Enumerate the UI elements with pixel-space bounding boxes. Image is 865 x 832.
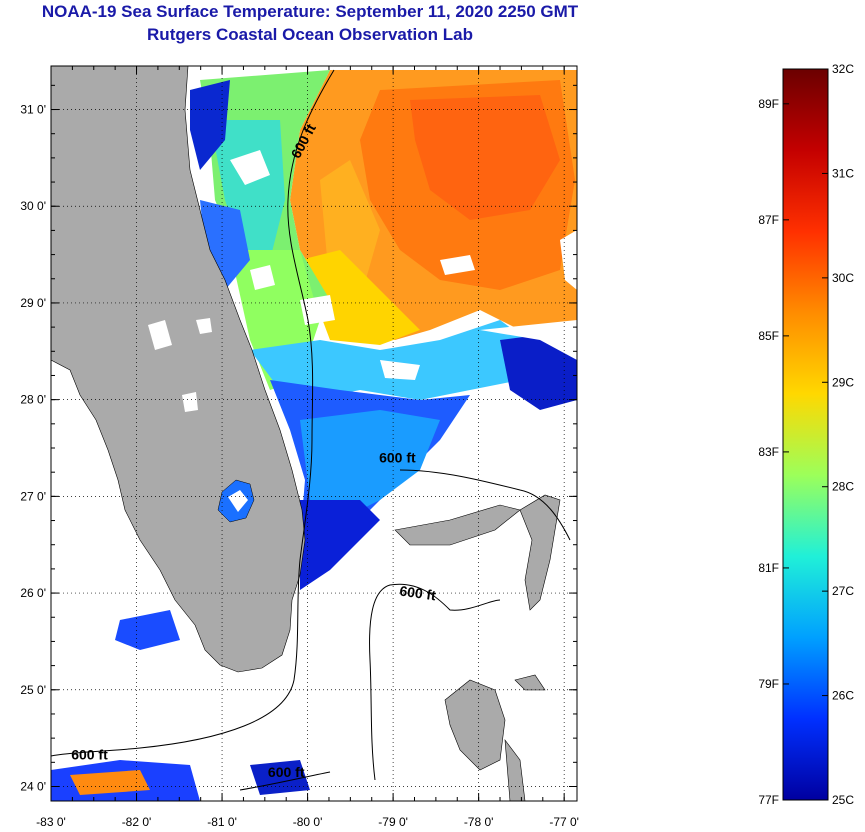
map-subtitle: Rutgers Coastal Ocean Observation Lab [147,25,473,44]
lat-tick-label: 28 0' [20,393,46,407]
contour-label: 600 ft [399,582,438,603]
map-title: NOAA-19 Sea Surface Temperature: Septemb… [41,2,579,21]
lon-tick-label: -79 0' [378,815,408,829]
colorbar-labels: 32C 31C 30C 29C 28C 27C 26C 25C 89F 87F 85F 83F 81F 7… [758,62,854,807]
fahrenheit-label: 77F [758,793,779,807]
lon-tick-label: -80 0' [293,815,323,829]
lat-tick-label: 27 0' [20,489,46,503]
land [51,66,561,801]
bahamas-eleuthera [504,738,526,801]
lon-tick-label: -81 0' [207,815,237,829]
celsius-label: 26C [832,689,854,703]
celsius-label: 31C [832,166,854,180]
colorbar [782,68,829,801]
lat-lon-grid [51,66,577,801]
lat-tick-label: 29 0' [20,296,46,310]
bahamas-berry [514,674,546,691]
lon-tick-label: -82 0' [122,815,152,829]
lon-tick-label: -83 0' [36,815,66,829]
celsius-label: 27C [832,584,854,598]
fahrenheit-label: 89F [758,97,779,111]
bahamas-andros [444,679,506,771]
celsius-label: 32C [832,62,854,76]
contour-label: 600 ft [379,450,416,466]
celsius-label: 29C [832,375,854,389]
no-data-patches [230,150,577,380]
lat-tick-label: 31 0' [20,103,46,117]
bahamas-abaco [519,494,561,611]
isobath-600ft [51,69,571,791]
land-holes [148,318,212,412]
fahrenheit-label: 79F [758,677,779,691]
contour-label: 600 ft [71,746,108,762]
lat-tick-label: 26 0' [20,586,46,600]
fahrenheit-label: 85F [758,329,779,343]
lat-tick-label: 25 0' [20,683,46,697]
plot-frame [50,65,578,802]
lon-tick-label: -78 0' [464,815,494,829]
lat-tick-label: 24 0' [20,779,46,793]
sst-field [51,70,577,801]
fahrenheit-label: 81F [758,561,779,575]
lon-tick-label: -77 0' [549,815,579,829]
bahamas-grand-bahama [394,504,521,546]
celsius-label: 25C [832,793,854,807]
fahrenheit-label: 83F [758,445,779,459]
florida-land [51,66,306,673]
contour-label: 600 ft [268,764,305,780]
celsius-label: 30C [832,271,854,285]
celsius-label: 28C [832,480,854,494]
map-axes: -83 0' -82 0' -81 0' -80 0' -79 0' -78 0' -77 … [20,66,579,829]
fahrenheit-label: 87F [758,213,779,227]
lat-tick-label: 30 0' [20,199,46,213]
